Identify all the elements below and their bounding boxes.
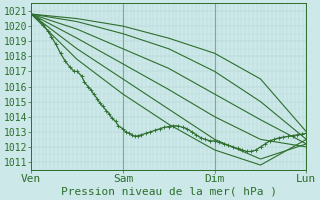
X-axis label: Pression niveau de la mer( hPa ): Pression niveau de la mer( hPa ) xyxy=(61,187,277,197)
